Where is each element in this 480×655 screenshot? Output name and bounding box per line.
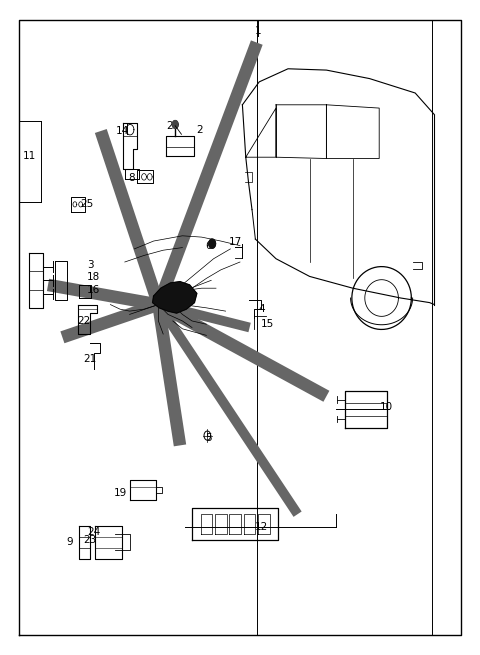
Text: 18: 18	[87, 272, 100, 282]
Text: 25: 25	[80, 199, 93, 210]
Text: 11: 11	[23, 151, 36, 161]
Text: 15: 15	[261, 319, 275, 329]
Text: 17: 17	[228, 237, 242, 248]
Text: 19: 19	[113, 487, 127, 498]
Text: 12: 12	[255, 522, 268, 533]
Text: 24: 24	[87, 527, 100, 537]
Text: 16: 16	[87, 284, 100, 295]
Polygon shape	[153, 282, 197, 313]
Polygon shape	[209, 239, 216, 248]
Text: 4: 4	[258, 304, 265, 314]
Text: 21: 21	[84, 354, 97, 364]
Text: 1: 1	[255, 26, 262, 37]
Text: 7: 7	[186, 288, 193, 299]
Text: 6: 6	[205, 241, 212, 252]
Text: 9: 9	[66, 537, 73, 548]
Text: 22: 22	[77, 316, 91, 326]
Text: 5: 5	[205, 432, 212, 443]
Text: 14: 14	[116, 126, 129, 136]
Text: 8: 8	[129, 173, 135, 183]
Text: 3: 3	[87, 260, 94, 271]
Text: 2: 2	[196, 124, 203, 135]
Text: 23: 23	[84, 535, 97, 546]
Text: 10: 10	[380, 402, 393, 413]
Polygon shape	[172, 121, 178, 128]
Text: 20: 20	[166, 121, 180, 131]
